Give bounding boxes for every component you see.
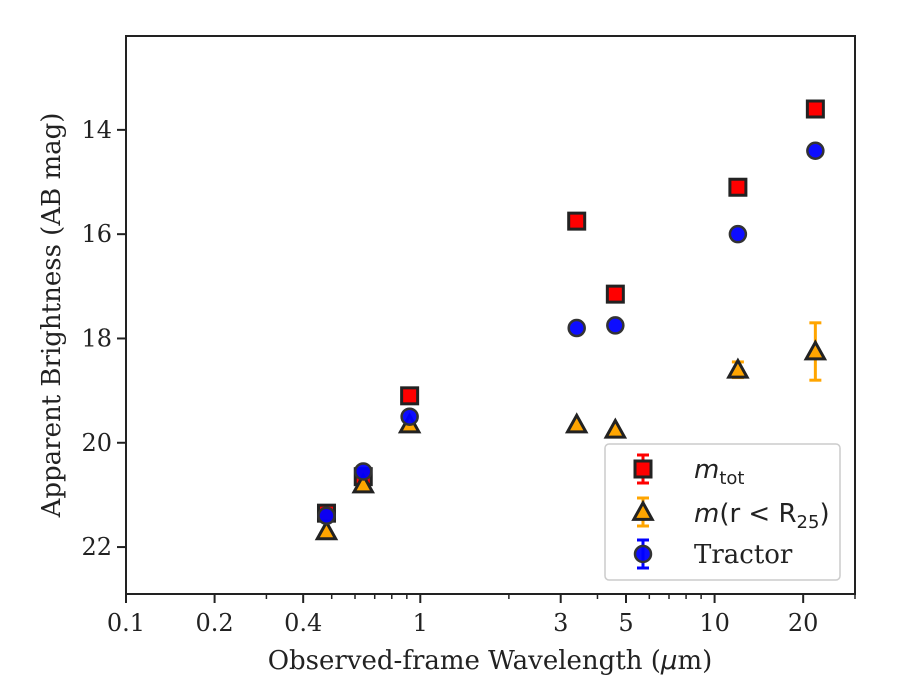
data-point	[803, 339, 828, 361]
y-axis-label: Apparent Brightness (AB mag)	[37, 113, 67, 519]
y-tick-label: 20	[81, 429, 112, 457]
data-point	[567, 211, 587, 231]
data-point	[726, 357, 750, 379]
legend-label-tractor: Tractor	[694, 540, 793, 570]
data-point	[567, 318, 586, 338]
x-axis: 0.1 0.2 0.4 1 3 5 10 20	[107, 594, 856, 637]
data-point	[605, 284, 625, 304]
x-axis-label: Observed-frame Wavelength (μm)	[268, 646, 713, 676]
data-point	[606, 316, 625, 335]
x-tick-label: 1	[413, 609, 428, 637]
legend-marker	[633, 459, 653, 479]
data-point	[400, 407, 419, 426]
x-tick-label: 20	[788, 609, 819, 637]
data-point	[805, 99, 825, 119]
x-tick-label: 0.2	[196, 609, 234, 637]
data-point	[603, 417, 628, 439]
legend-marker	[633, 544, 653, 564]
data-point	[351, 472, 376, 494]
y-tick-label: 16	[81, 220, 112, 248]
y-tick-label: 22	[81, 533, 112, 561]
legend-label-mtot: mtot	[694, 455, 744, 489]
x-tick-label: 0.1	[107, 609, 145, 637]
legend-label-m-r25: m(r < R25)	[694, 499, 830, 533]
data-point	[728, 177, 748, 197]
data-point	[806, 141, 825, 160]
data-point	[728, 224, 748, 244]
data-point	[400, 386, 420, 406]
series-tractor	[317, 141, 825, 526]
data-marks	[314, 99, 828, 541]
y-tick-label: 14	[81, 116, 112, 144]
legend-box	[604, 443, 841, 581]
y-tick-label: 18	[81, 324, 112, 352]
series-m-r25	[314, 321, 828, 541]
x-tick-label: 3	[553, 609, 568, 637]
x-tick-label: 5	[618, 609, 633, 637]
data-point	[354, 462, 373, 481]
legend-marker	[631, 499, 655, 521]
x-tick-label: 10	[699, 609, 730, 637]
data-point	[317, 506, 336, 526]
legend: mtot m(r < R25) Tractor	[604, 443, 841, 581]
data-point	[314, 519, 339, 541]
x-tick-label: 0.4	[284, 609, 322, 637]
data-point	[564, 412, 589, 434]
y-axis: 14 16 18 20 22	[81, 116, 126, 561]
